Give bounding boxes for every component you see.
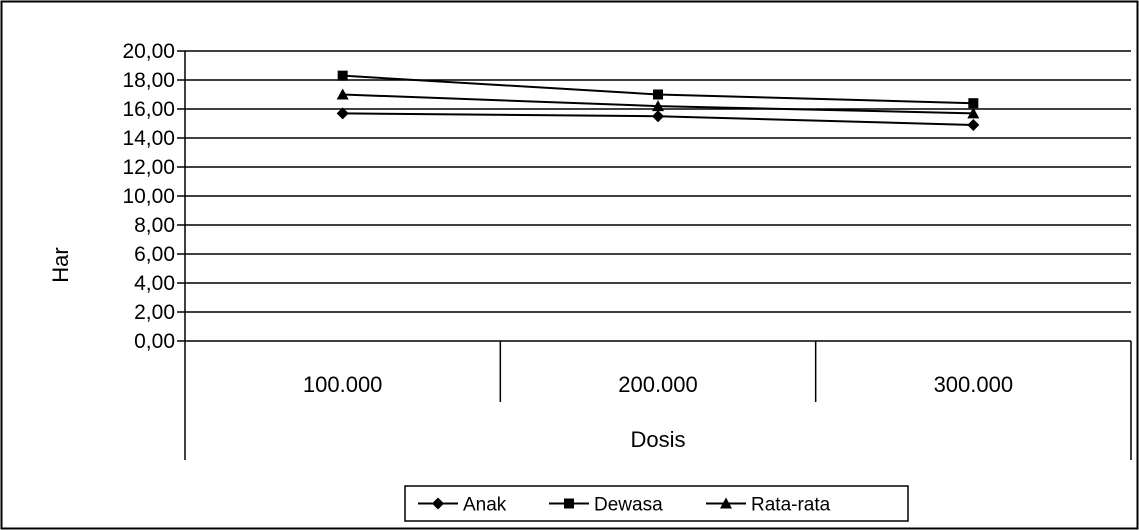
- data-point-rata-rata: [336, 88, 349, 100]
- legend: Anak Dewasa Rata-rata: [404, 485, 909, 522]
- data-point-anak: [336, 107, 349, 120]
- legend-box: [404, 485, 909, 522]
- legend-label-anak: Anak: [463, 495, 507, 516]
- y-tick-label: 10,00: [122, 185, 175, 208]
- data-point-rata-rata: [652, 100, 664, 112]
- axes: [177, 50, 1132, 460]
- data-point-dewasa: [653, 89, 663, 100]
- data-point-dewasa: [337, 70, 348, 81]
- y-tick-label: 18,00: [122, 69, 175, 92]
- y-tick-label: 20,00: [122, 40, 175, 63]
- x-tick-label: 300.000: [934, 372, 1014, 397]
- y-tick-label: 16,00: [122, 98, 175, 121]
- legend-marker-anak: [432, 497, 444, 510]
- data-point-anak: [967, 118, 980, 131]
- legend-marker-rata-rata: [720, 497, 732, 509]
- x-tick-label: 100.000: [303, 372, 383, 397]
- x-axis-title: Dosis: [630, 427, 685, 452]
- legend-label-rata-rata: Rata-rata: [751, 495, 831, 516]
- y-axis-title: Har: [48, 247, 73, 282]
- y-tick-label: 4,00: [134, 272, 175, 295]
- y-tick-labels: 0,00 2,00 4,00 6,00 8,00 10,00 12,00 14,00 16,00…: [122, 40, 175, 353]
- x-tick-label: 200.000: [618, 372, 698, 397]
- legend-label-dewasa: Dewasa: [594, 495, 663, 516]
- data-point-rata-rata: [967, 107, 980, 119]
- data-point-anak: [652, 110, 664, 123]
- data-point-dewasa: [968, 98, 979, 109]
- y-tick-label: 2,00: [134, 301, 175, 324]
- category-axis-labels: 100.000 200.000 300.000: [303, 372, 1013, 397]
- y-tick-label: 0,00: [134, 330, 175, 353]
- y-tick-label: 8,00: [134, 214, 175, 237]
- y-tick-label: 14,00: [122, 127, 175, 150]
- y-tick-label: 6,00: [134, 243, 175, 266]
- legend-marker-dewasa: [564, 498, 574, 509]
- y-tick-label: 12,00: [122, 156, 175, 179]
- series-lines: [336, 70, 980, 131]
